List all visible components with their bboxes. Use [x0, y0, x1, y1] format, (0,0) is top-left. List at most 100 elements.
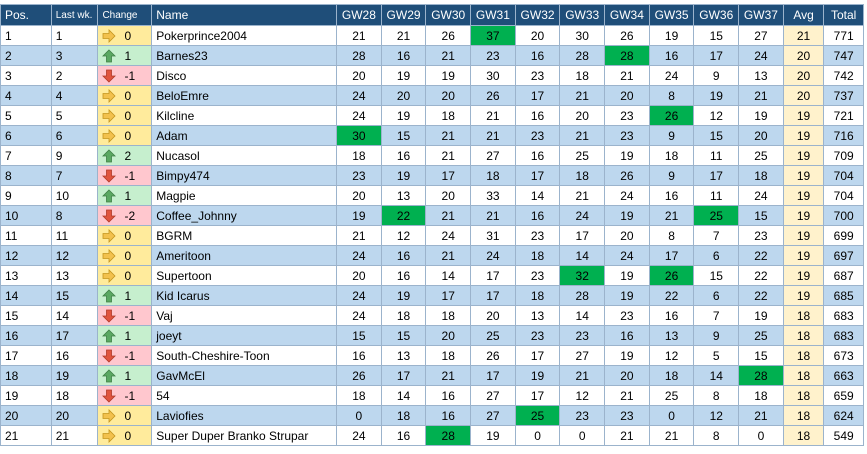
- gw-score-cell: 18: [336, 385, 382, 406]
- gw-score-cell: 18: [380, 305, 427, 326]
- gw-score-cell: 23: [738, 225, 784, 246]
- gw-score-cell: 21: [425, 245, 472, 266]
- last-week-cell: 9: [50, 145, 99, 166]
- gw-score-cell: 17: [470, 365, 516, 386]
- change-value: 1: [124, 328, 132, 343]
- arrow-right-icon: [102, 108, 117, 123]
- gw-score-cell: 27: [470, 385, 516, 406]
- pos-cell: 9: [0, 185, 52, 206]
- header-name: Name: [151, 4, 338, 26]
- table-row: 11 11 0 BGRM 21 12 24 31 23 17 20 8 7 23 19 699: [0, 225, 864, 246]
- gw-score-cell: 14: [380, 385, 427, 406]
- total-cell: 721: [823, 105, 864, 126]
- change-value: 0: [124, 88, 132, 103]
- pos-cell: 5: [0, 105, 52, 126]
- change-value: -1: [124, 168, 136, 183]
- arrow-up-icon: [102, 188, 117, 203]
- table-row: 7 9 2 Nucasol 18 16 21 27 16 25 19 18 11 25 19 709: [0, 145, 864, 166]
- last-week-cell: 15: [50, 285, 99, 306]
- player-name-cell: Pokerprince2004: [151, 25, 338, 46]
- change-value: 1: [124, 188, 132, 203]
- gw-score-cell: 23: [514, 325, 561, 346]
- gw-score-cell: 17: [514, 385, 561, 406]
- gw-score-cell: 26: [470, 85, 516, 106]
- table-row: 18 19 1 GavMcEl 26 17 21 17 19 21 20 18 14 28 18 663: [0, 365, 864, 386]
- gw-score-cell: 25: [470, 325, 516, 346]
- player-name-cell: 54: [151, 385, 338, 406]
- gw-score-cell: 13: [380, 185, 427, 206]
- gw-score-cell: 21: [425, 125, 472, 146]
- gw-score-cell: 21: [425, 205, 472, 226]
- header-gw31: GW31: [470, 4, 516, 26]
- player-name-cell: Nucasol: [151, 145, 338, 166]
- gw-score-cell: 30: [470, 65, 516, 86]
- change-cell: -1: [97, 385, 153, 406]
- change-cell: 1: [97, 285, 153, 306]
- pos-cell: 2: [0, 45, 52, 66]
- change-cell: 0: [97, 25, 153, 46]
- pos-cell: 17: [0, 345, 52, 366]
- gw-score-cell: 26: [648, 265, 695, 286]
- gw-score-cell: 21: [604, 385, 650, 406]
- player-name-cell: Kid Icarus: [151, 285, 338, 306]
- arrow-down-icon: [102, 309, 117, 323]
- header-avg: Avg: [782, 4, 825, 26]
- change-value: 1: [124, 288, 132, 303]
- gw-score-cell: 0: [514, 425, 561, 446]
- header-gw32: GW32: [514, 4, 561, 26]
- total-cell: 700: [823, 205, 864, 226]
- gw-score-cell: 16: [336, 345, 382, 366]
- gw-score-cell: 18: [514, 245, 561, 266]
- table-row: 19 18 -1 54 18 14 16 27 17 12 21 25 8 18 18 659: [0, 385, 864, 406]
- last-week-cell: 20: [50, 405, 99, 426]
- change-value: 0: [124, 248, 132, 263]
- gw-score-cell: 20: [336, 65, 382, 86]
- gw-score-cell: 0: [559, 425, 606, 446]
- header-gw37: GW37: [738, 4, 784, 26]
- gw-score-cell: 21: [648, 425, 695, 446]
- last-week-cell: 19: [50, 365, 99, 386]
- table-row: 14 15 1 Kid Icarus 24 19 17 17 18 28 19 22 6 22 19 685: [0, 285, 864, 306]
- gw-score-cell: 20: [336, 265, 382, 286]
- gw-score-cell: 26: [336, 365, 382, 386]
- change-cell: 0: [97, 105, 153, 126]
- pos-cell: 4: [0, 85, 52, 106]
- total-cell: 683: [823, 305, 864, 326]
- last-week-cell: 7: [50, 165, 99, 186]
- avg-cell: 20: [782, 85, 825, 106]
- gw-score-cell: 21: [559, 125, 606, 146]
- player-name-cell: Bimpy474: [151, 165, 338, 186]
- gw-score-cell: 28: [559, 45, 606, 66]
- gw-score-cell: 6: [693, 285, 740, 306]
- gw-score-cell: 23: [514, 225, 561, 246]
- player-name-cell: South-Cheshire-Toon: [151, 345, 338, 366]
- gw-score-cell: 11: [693, 185, 740, 206]
- gw-score-cell: 24: [425, 225, 472, 246]
- total-cell: 683: [823, 325, 864, 346]
- gw-score-cell: 27: [559, 345, 606, 366]
- total-cell: 663: [823, 365, 864, 386]
- gw-score-cell: 7: [693, 305, 740, 326]
- pos-cell: 18: [0, 365, 52, 386]
- gw-score-cell: 21: [559, 185, 606, 206]
- gw-score-cell: 19: [604, 205, 650, 226]
- change-cell: 0: [97, 245, 153, 266]
- gw-score-cell: 15: [380, 325, 427, 346]
- gw-score-cell: 15: [738, 345, 784, 366]
- last-week-cell: 3: [50, 45, 99, 66]
- gw-score-cell: 22: [738, 265, 784, 286]
- gw-score-cell: 18: [380, 405, 427, 426]
- table-row: 5 5 0 Kilcline 24 19 18 21 16 20 23 26 12 19 19 721: [0, 105, 864, 126]
- gw-score-cell: 20: [559, 105, 606, 126]
- last-week-cell: 21: [50, 425, 99, 446]
- gw-score-cell: 9: [693, 325, 740, 346]
- arrow-up-icon: [102, 368, 117, 383]
- total-cell: 699: [823, 225, 864, 246]
- arrow-right-icon: [102, 28, 117, 43]
- avg-cell: 19: [782, 105, 825, 126]
- gw-score-cell: 17: [648, 245, 695, 266]
- change-cell: 0: [97, 405, 153, 426]
- gw-score-cell: 18: [648, 145, 695, 166]
- gw-score-cell: 17: [693, 45, 740, 66]
- player-name-cell: Supertoon: [151, 265, 338, 286]
